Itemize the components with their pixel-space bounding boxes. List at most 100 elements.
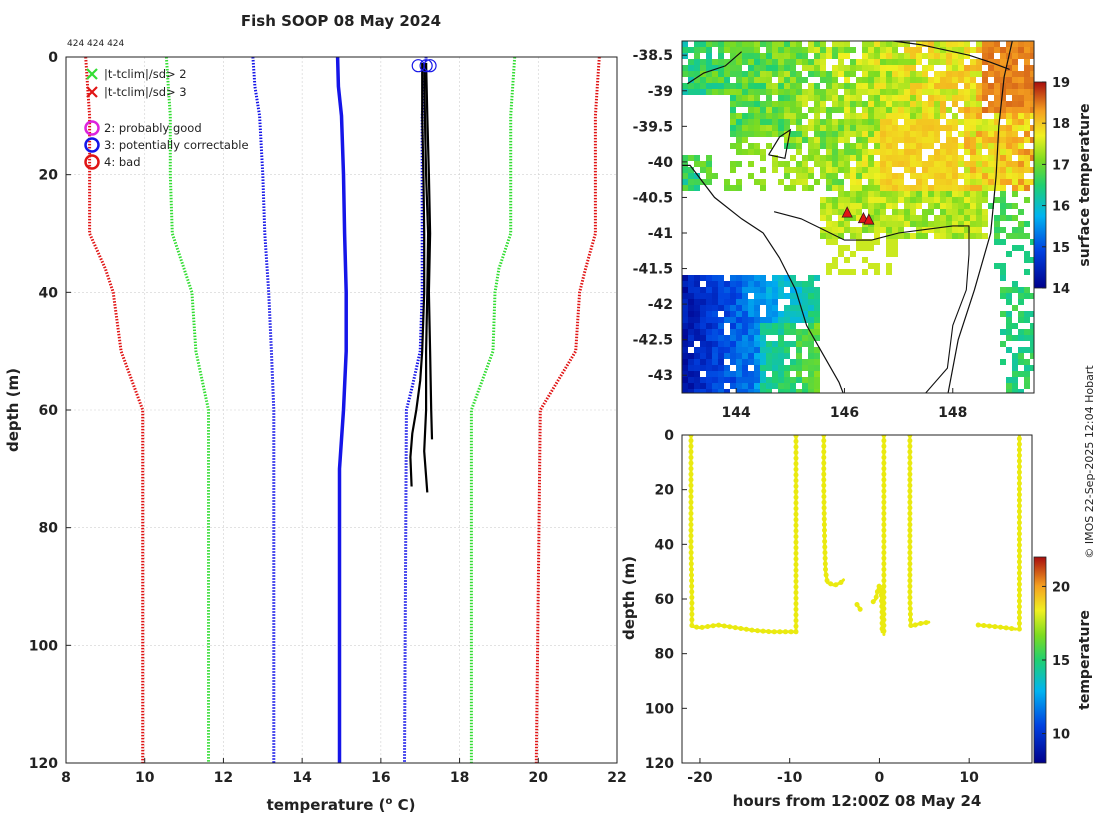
sst-cell <box>916 53 922 59</box>
sst-cell <box>940 113 946 119</box>
sst-cell <box>964 173 970 179</box>
sst-cell <box>1024 293 1030 299</box>
sst-cell <box>1024 167 1030 173</box>
sst-cell <box>922 41 928 47</box>
sst-cell <box>886 173 892 179</box>
sst-cell <box>736 323 742 329</box>
sst-cell <box>1006 83 1012 89</box>
sst-cell <box>796 89 802 95</box>
sst-cell <box>736 383 742 389</box>
sst-cell <box>928 185 934 191</box>
sst-cell <box>700 41 706 47</box>
sst-cell <box>1006 347 1012 353</box>
sst-cell <box>976 185 982 191</box>
sst-cell <box>760 317 766 323</box>
sst-cell <box>874 233 880 239</box>
sst-cell <box>964 95 970 101</box>
sst-cell <box>868 203 874 209</box>
sst-cell <box>916 143 922 149</box>
sst-cell <box>724 293 730 299</box>
sst-cell <box>1018 137 1024 143</box>
sst-cell <box>994 233 1000 239</box>
sst-cell <box>1000 311 1006 317</box>
sst-cell <box>688 281 694 287</box>
sst-cell <box>808 371 814 377</box>
sst-cell <box>742 125 748 131</box>
sst-cell <box>706 167 712 173</box>
sst-cell <box>688 317 694 323</box>
sst-cell <box>682 179 688 185</box>
sst-cell <box>808 125 814 131</box>
sst-cell <box>772 71 778 77</box>
sst-cell <box>1024 197 1030 203</box>
sst-cell <box>790 305 796 311</box>
sst-cell <box>910 191 916 197</box>
sst-cell <box>754 83 760 89</box>
sst-cell <box>826 53 832 59</box>
coastline <box>768 128 792 160</box>
sst-cell <box>772 287 778 293</box>
sst-cell <box>736 143 742 149</box>
sst-cell <box>706 305 712 311</box>
sst-cell <box>970 161 976 167</box>
map-ytick-label: -43 <box>648 368 673 384</box>
sst-cell <box>844 149 850 155</box>
sst-cell <box>766 341 772 347</box>
sst-cell <box>1030 107 1034 113</box>
sst-cell <box>736 377 742 383</box>
sst-cell <box>958 233 964 239</box>
sst-cell <box>874 239 880 245</box>
sst-cell <box>802 305 808 311</box>
sst-cell <box>970 83 976 89</box>
sst-cell <box>1018 389 1024 393</box>
sst-cell <box>1012 107 1018 113</box>
sst-cell <box>694 275 700 281</box>
sst-cell <box>862 89 868 95</box>
sst-cell <box>976 95 982 101</box>
sst-cell <box>862 197 868 203</box>
sst-cell <box>694 305 700 311</box>
sst-cell <box>844 53 850 59</box>
sst-cell <box>814 137 820 143</box>
sst-cell <box>808 347 814 353</box>
sst-cell <box>730 59 736 65</box>
sst-cell <box>976 125 982 131</box>
sst-cell <box>778 131 784 137</box>
sst-cell <box>772 341 778 347</box>
sst-cell <box>694 287 700 293</box>
sst-cell <box>748 353 754 359</box>
sst-cell <box>1006 383 1012 389</box>
sst-cell <box>820 233 826 239</box>
sst-cell <box>958 161 964 167</box>
sst-cell <box>712 371 718 377</box>
sst-cell <box>1000 191 1006 197</box>
sst-cell <box>772 371 778 377</box>
sst-cell <box>1000 329 1006 335</box>
sst-cell <box>1012 95 1018 101</box>
sst-cell <box>754 359 760 365</box>
sst-cell <box>730 335 736 341</box>
sst-cell <box>712 365 718 371</box>
sst-cell <box>952 47 958 53</box>
sst-cell <box>958 173 964 179</box>
sst-cell <box>760 293 766 299</box>
profile-ytick-label: 40 <box>39 285 59 301</box>
sst-cell <box>808 119 814 125</box>
sst-cell <box>988 107 994 113</box>
sst-cell <box>880 155 886 161</box>
sst-cell <box>856 149 862 155</box>
sst-cell <box>826 95 832 101</box>
sst-cell <box>874 185 880 191</box>
sst-cell <box>706 341 712 347</box>
sst-cell <box>838 203 844 209</box>
sst-cell <box>766 47 772 53</box>
sst-cell <box>790 365 796 371</box>
sst-cell <box>880 161 886 167</box>
sst-cell <box>952 227 958 233</box>
sst-cell <box>928 119 934 125</box>
sst-cell <box>730 287 736 293</box>
sst-cell <box>724 83 730 89</box>
sst-cell <box>802 47 808 53</box>
sst-cell <box>910 53 916 59</box>
tow-8-line <box>976 623 1018 631</box>
